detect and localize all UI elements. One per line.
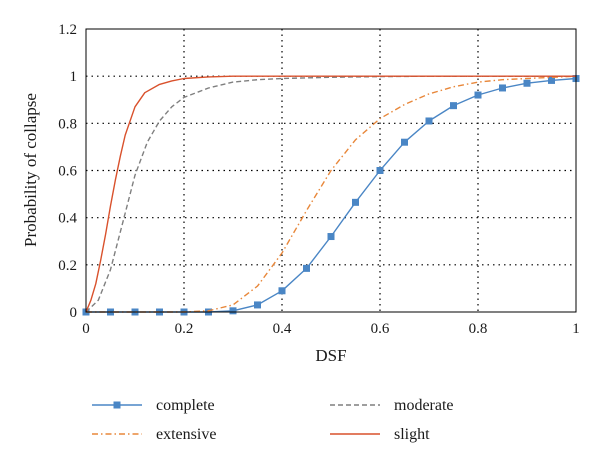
data-point-complete: [229, 307, 237, 315]
legend-marker-complete: [113, 401, 121, 409]
data-point-complete: [474, 91, 482, 99]
y-tick-label: 0.8: [58, 116, 77, 132]
y-tick-label: 0.2: [58, 258, 77, 274]
series-line-slight: [85, 75, 576, 313]
x-axis-label: DSF: [315, 346, 346, 365]
y-tick-label: 0.4: [58, 211, 77, 227]
y-tick-label: 1.2: [58, 22, 77, 38]
x-tick-label: 0.6: [371, 321, 390, 337]
legend-item-slight: slight: [330, 426, 430, 443]
y-tick-label: 0.6: [58, 164, 77, 180]
x-tick-label: 0.8: [469, 321, 488, 337]
legend-label-extensive: extensive: [156, 426, 216, 443]
series-layer: [82, 75, 580, 316]
y-tick-label: 0: [70, 305, 78, 321]
legend-label-moderate: moderate: [394, 397, 454, 414]
data-point-complete: [278, 287, 286, 295]
series-line-complete: [86, 77, 577, 313]
series-line-moderate: [85, 75, 576, 313]
data-point-complete: [425, 117, 433, 125]
y-axis-label: Probability of collapse: [21, 93, 40, 247]
data-point-complete: [548, 76, 555, 84]
x-tick-label: 1: [572, 321, 580, 337]
data-point-complete: [401, 138, 408, 146]
data-point-complete: [303, 264, 310, 272]
data-point-complete: [327, 233, 335, 241]
data-point-complete: [450, 102, 457, 110]
plot-frame: [85, 28, 577, 313]
series-line-extensive: [86, 75, 577, 313]
legend-item-moderate: moderate: [330, 397, 454, 414]
legend-item-extensive: extensive: [92, 426, 216, 443]
data-point-complete: [376, 167, 384, 174]
x-tick-label: 0.2: [175, 321, 194, 337]
data-point-complete: [352, 198, 359, 206]
tick-labels: 0 0.2 0.4 0.6 0.8 1 0 0.2 0.4 0.6 0.8 1 1.2: [58, 22, 580, 337]
legend-label-slight: slight: [394, 426, 430, 443]
y-tick-label: 1: [70, 69, 78, 85]
data-point-complete: [523, 79, 531, 87]
data-point-complete: [499, 84, 506, 92]
legend: complete extensive moderate slight: [92, 397, 454, 443]
legend-label-complete: complete: [156, 397, 215, 414]
x-tick-label: 0: [82, 321, 90, 337]
legend-item-complete: complete: [92, 397, 215, 414]
x-tick-label: 0.4: [273, 321, 292, 337]
data-point-complete: [254, 301, 261, 309]
